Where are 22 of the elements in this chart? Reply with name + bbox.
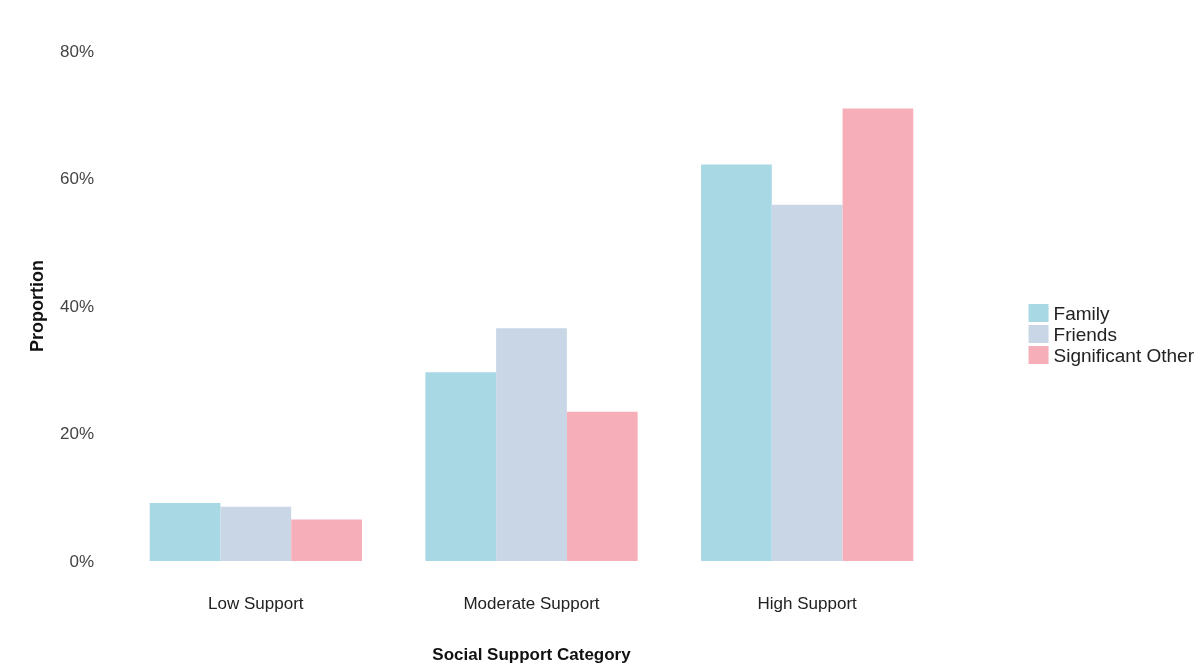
y-tick-label: 0% <box>69 551 94 571</box>
bar <box>220 506 292 561</box>
bar <box>496 328 567 561</box>
legend-label: Friends <box>1053 323 1117 345</box>
y-axis-title: Proportion <box>27 260 47 352</box>
bar <box>425 372 497 561</box>
bar <box>149 502 221 561</box>
y-tick-label: 20% <box>59 424 94 443</box>
bar <box>291 519 362 561</box>
bar <box>566 411 638 561</box>
x-tick-label: Low Support <box>208 594 304 613</box>
bar <box>701 164 772 561</box>
x-tick-label: Moderate Support <box>463 594 600 613</box>
bar <box>771 204 843 561</box>
bar <box>842 108 914 561</box>
y-tick-label: 40% <box>59 296 94 316</box>
y-tick-label: 60% <box>59 169 94 188</box>
x-tick-label: High Support <box>757 594 858 613</box>
x-axis-title: Social Support Category <box>432 645 632 664</box>
legend-label: Family <box>1053 302 1110 324</box>
y-tick-label: 80% <box>59 41 94 61</box>
legend-label: Significant Other <box>1053 344 1195 366</box>
